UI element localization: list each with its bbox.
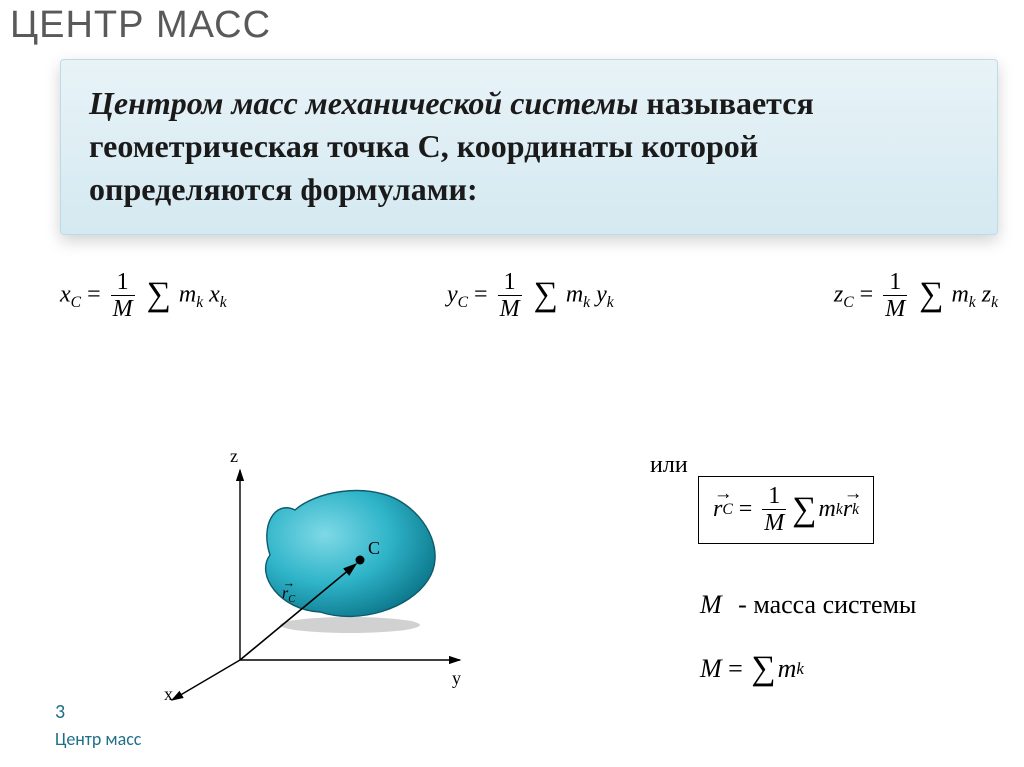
rc-diagram-sub: C <box>288 594 295 605</box>
xc-var: x <box>60 281 71 307</box>
or-label: или <box>650 452 688 479</box>
mass-term-sub: k <box>796 659 804 679</box>
diagram-svg <box>160 440 560 720</box>
axis-y-label: y <box>452 668 461 689</box>
rc-r: r <box>843 496 852 523</box>
rc-var: r <box>713 496 722 523</box>
definition-box: Центром масс механической системы называ… <box>60 59 998 235</box>
mass-desc: - масса системы <box>732 590 917 619</box>
zc-z-sub: k <box>991 294 998 311</box>
yc-num: 1 <box>498 269 522 296</box>
footer-caption: Центр масс <box>55 728 141 750</box>
formula-yc: yC = 1M ∑ mk yk <box>447 269 614 323</box>
zc-z: z <box>982 281 991 307</box>
xc-num: 1 <box>111 269 135 296</box>
zc-sub: C <box>843 294 853 311</box>
sum-icon: ∑ <box>792 491 816 529</box>
zc-var: z <box>834 281 843 307</box>
rc-m: m <box>819 496 836 523</box>
formula-zc: zC = 1M ∑ mk zk <box>834 269 998 323</box>
yc-m: m <box>566 281 583 307</box>
rc-num: 1 <box>762 483 786 510</box>
rc-diagram-var: r <box>282 585 288 603</box>
xc-m-sub: k <box>196 294 203 311</box>
center-c-label: C <box>368 538 380 559</box>
yc-sub: C <box>458 294 468 311</box>
formula-vector: rC = 1M ∑ mk rk <box>698 476 874 544</box>
xc-den: M <box>111 296 135 322</box>
yc-y: y <box>596 281 607 307</box>
xc-m: m <box>179 281 196 307</box>
vector-rc-label: rC <box>282 585 295 605</box>
yc-m-sub: k <box>583 294 590 311</box>
mass-formula: M = ∑ mk <box>700 650 804 688</box>
yc-var: y <box>447 281 458 307</box>
page-title: ЦЕНТР МАСС <box>0 0 1024 47</box>
coordinate-diagram: z y x C rC <box>160 440 560 720</box>
mass-symbol: M <box>700 590 722 619</box>
rc-fraction: 1M <box>762 483 786 537</box>
sum-icon: ∑ <box>751 650 775 688</box>
zc-m: m <box>951 281 968 307</box>
zc-den: M <box>883 296 907 322</box>
mass-term: m <box>778 654 797 684</box>
definition-lead: Центром масс механической системы <box>89 85 638 121</box>
xc-sub: C <box>71 294 81 311</box>
axis-x-label: x <box>164 684 173 705</box>
mass-definition: M - масса системы <box>700 590 916 620</box>
xc-fraction: 1M <box>111 269 135 323</box>
zc-num: 1 <box>883 269 907 296</box>
xc-x-sub: k <box>220 294 227 311</box>
xc-x: x <box>209 281 220 307</box>
mass-lhs: M <box>700 654 722 684</box>
coordinate-formulas: xC = 1M ∑ mk xk yC = 1M ∑ mk yk zC = 1M … <box>60 269 998 323</box>
zc-m-sub: k <box>969 294 976 311</box>
sum-icon: ∑ <box>534 276 558 314</box>
page-number: 3 <box>55 700 65 724</box>
yc-den: M <box>498 296 522 322</box>
zc-fraction: 1M <box>883 269 907 323</box>
yc-y-sub: k <box>607 294 614 311</box>
rc-den: M <box>762 510 786 536</box>
yc-fraction: 1M <box>498 269 522 323</box>
sum-icon: ∑ <box>919 276 943 314</box>
rc-m-sub: k <box>836 501 843 519</box>
axis-z-label: z <box>230 446 238 467</box>
sum-icon: ∑ <box>147 276 171 314</box>
formula-xc: xC = 1M ∑ mk xk <box>60 269 227 323</box>
